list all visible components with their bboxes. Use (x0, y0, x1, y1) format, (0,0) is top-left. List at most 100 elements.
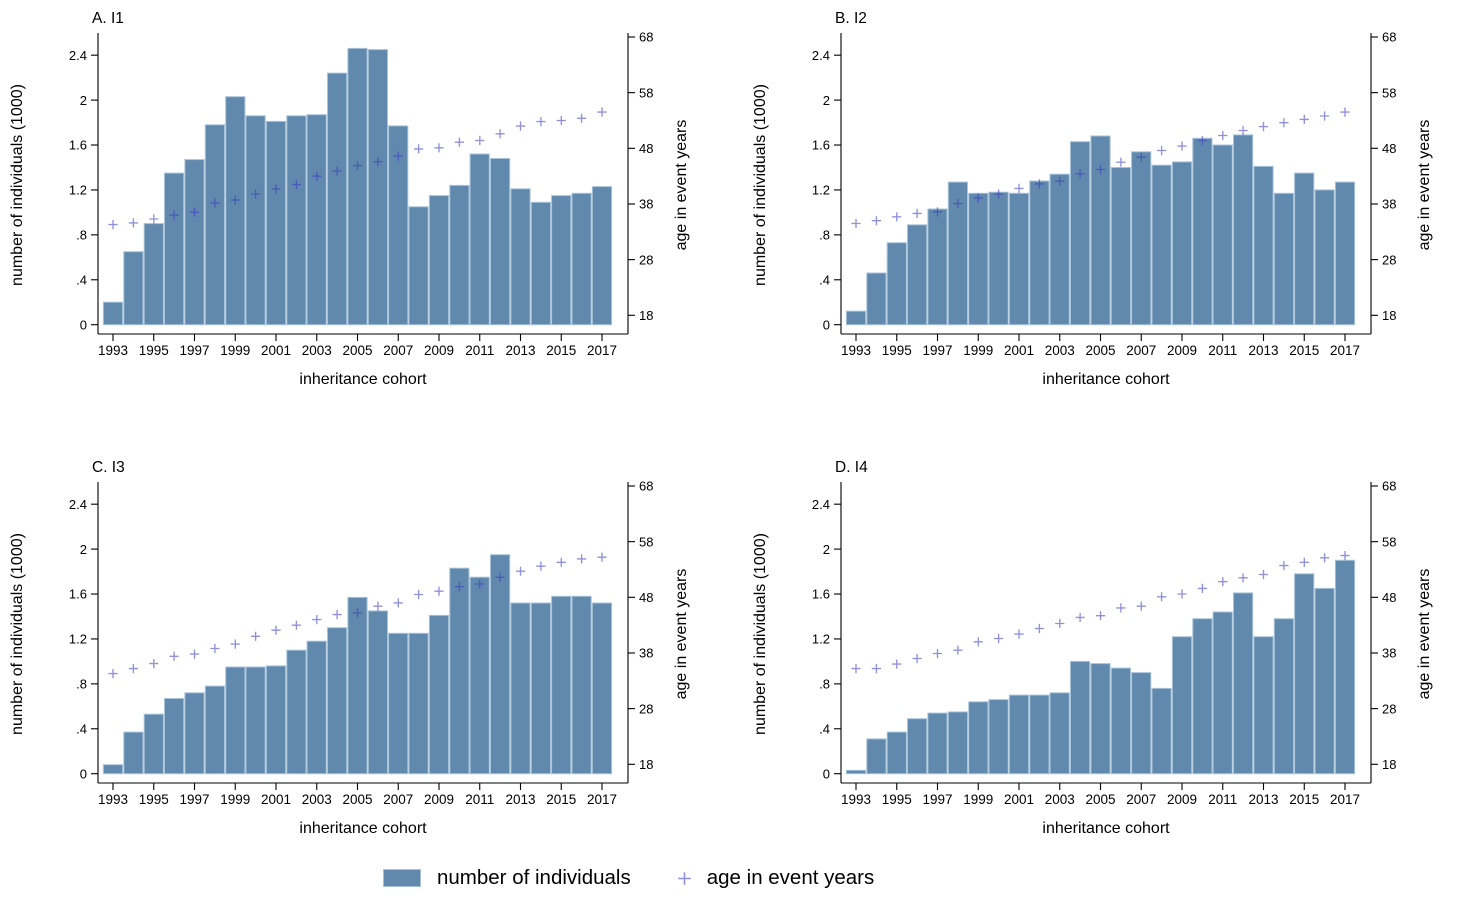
bar (1253, 636, 1274, 775)
bars-series (845, 134, 1356, 326)
x-axis-title: inheritance cohort (299, 820, 427, 837)
plus-marker (912, 653, 922, 664)
age-markers (851, 107, 1350, 229)
left-tick-label: 2 (823, 93, 830, 108)
bar (347, 47, 368, 326)
bar (886, 731, 907, 775)
y-axis-right-title: age in event years (1416, 569, 1433, 700)
bar (968, 192, 989, 326)
bar (184, 159, 205, 326)
plus-marker (1157, 145, 1167, 156)
panel-c-i3: 0 .4 .8 1.2 1.6 2 2.4 18 28 38 48 58 68 1993 1995 1997 1… (0, 451, 740, 898)
bar (530, 201, 551, 326)
plus-marker (312, 171, 322, 181)
x-axis-title: inheritance cohort (1042, 820, 1170, 837)
plus-marker (851, 218, 861, 229)
x-tick-label: 2009 (1167, 343, 1197, 358)
right-tick-label: 38 (639, 646, 653, 661)
plus-marker (953, 645, 963, 655)
bar (306, 640, 327, 775)
axes (834, 482, 1378, 790)
bar (184, 692, 205, 775)
plus-marker (1055, 176, 1065, 186)
left-tick-label: .8 (819, 228, 830, 243)
x-axis-title: inheritance cohort (1042, 371, 1170, 388)
plus-marker (495, 129, 505, 139)
age-markers (108, 552, 607, 679)
x-tick-label: 2005 (342, 343, 372, 358)
plus-marker (1299, 557, 1309, 567)
x-tick-label: 1995 (139, 792, 169, 807)
plus-marker (1320, 553, 1330, 563)
bar (1294, 172, 1315, 326)
bar (845, 769, 867, 775)
axes (834, 33, 1378, 341)
bar (1070, 660, 1091, 775)
x-tick-label: 2003 (302, 343, 332, 358)
plus-marker (1238, 573, 1248, 583)
plus-marker (312, 615, 322, 625)
plus-marker (189, 649, 200, 659)
x-tick-label: 2001 (261, 792, 291, 807)
x-tick-label: 1997 (922, 792, 952, 807)
plus-marker (536, 117, 546, 127)
panel-title: C. I3 (92, 459, 125, 476)
bar (245, 115, 266, 326)
left-tick-label: 1.6 (69, 138, 87, 153)
x-tick-label: 2011 (1208, 343, 1237, 358)
right-tick-label: 18 (639, 308, 653, 323)
bar (510, 188, 531, 326)
bar (327, 72, 348, 326)
y-axis-right-title: age in event years (1416, 120, 1433, 251)
left-tick-label: 0 (823, 766, 830, 781)
x-tick-label: 1997 (179, 343, 209, 358)
right-tick-label: 28 (1382, 252, 1396, 267)
plus-marker (1177, 141, 1187, 151)
plus-marker (373, 601, 383, 611)
bar (1008, 694, 1030, 775)
plus-marker (475, 135, 485, 146)
x-tick-label: 2009 (424, 792, 454, 807)
bar (1314, 189, 1335, 326)
plus-marker (108, 220, 118, 230)
plus-marker (556, 115, 566, 126)
bar (490, 554, 511, 775)
bar (530, 602, 551, 775)
panel-a-i1: 0 .4 .8 1.2 1.6 2 2.4 18 28 38 48 58 68 1993 1995 1997 1… (0, 2, 740, 449)
bar (1233, 592, 1254, 775)
bar (1314, 587, 1335, 775)
bar (449, 567, 470, 775)
plus-marker (128, 664, 138, 674)
x-tick-label: 2017 (587, 792, 617, 807)
bar (1212, 144, 1233, 326)
plus-marker (1116, 157, 1126, 167)
plus-marker (128, 218, 138, 228)
x-tick-label: 2005 (1085, 343, 1115, 358)
bar (225, 96, 246, 326)
bar (1212, 611, 1233, 775)
bar (143, 223, 164, 326)
plus-marker (1197, 135, 1207, 146)
x-tick-label: 2017 (587, 343, 617, 358)
right-tick-label: 38 (1382, 197, 1396, 212)
plus-marker (271, 625, 281, 635)
bar (286, 649, 307, 775)
plus-marker (556, 557, 566, 567)
plus-marker (1034, 179, 1044, 189)
x-tick-label: 2013 (1248, 792, 1278, 807)
bar (988, 699, 1009, 775)
bar (1110, 667, 1131, 775)
x-tick-label: 1995 (139, 343, 169, 358)
plus-marker (414, 589, 424, 600)
plus-marker (169, 210, 179, 220)
x-tick-label: 2013 (505, 792, 535, 807)
bar (510, 602, 531, 775)
bar (591, 602, 613, 775)
plus-marker (851, 664, 861, 674)
x-tick-label: 2007 (383, 343, 413, 358)
chart-A. I1: 0 .4 .8 1.2 1.6 2 2.4 18 28 38 48 58 68 1993 1995 1997 1… (9, 10, 690, 388)
bar (866, 738, 887, 775)
right-tick-label: 68 (1382, 479, 1396, 494)
x-tick-label: 2005 (1085, 792, 1115, 807)
left-tick-label: 2.4 (69, 497, 87, 512)
